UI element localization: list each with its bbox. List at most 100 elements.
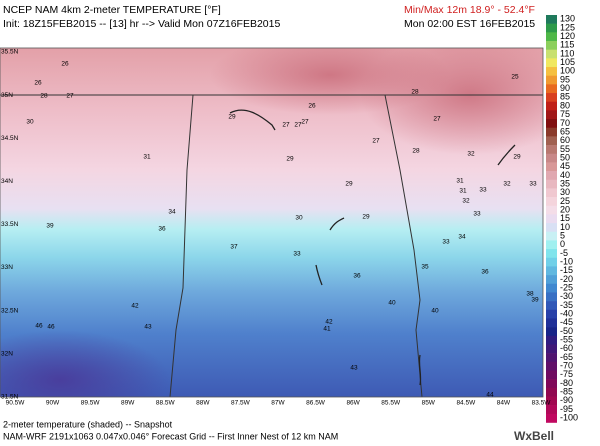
contour <box>418 354 422 386</box>
colorbar-swatch <box>546 67 557 76</box>
station-value: 34 <box>458 234 466 241</box>
colorbar-label: -70 <box>560 361 573 371</box>
station-value: 29 <box>286 156 294 163</box>
station-value: 27 <box>294 122 302 129</box>
lon-label: 85W <box>422 400 436 407</box>
colorbar-label: 105 <box>560 57 575 67</box>
station-value: 31 <box>459 188 467 195</box>
station-value: 31 <box>143 154 151 161</box>
lat-label: 31.5N <box>1 394 19 401</box>
colorbar-label: 70 <box>560 118 570 128</box>
lon-label: 83.5W <box>532 400 552 407</box>
station-value: 26 <box>34 80 42 87</box>
station-value: 32 <box>467 151 475 158</box>
station-value: 27 <box>301 119 309 126</box>
lat-label: 34.5N <box>1 135 19 142</box>
colorbar-label: 0 <box>560 239 565 249</box>
colorbar-label: 120 <box>560 31 575 41</box>
colorbar-label: 40 <box>560 170 570 180</box>
station-value: 33 <box>293 251 301 258</box>
colorbar-swatch <box>546 405 557 415</box>
lon-label: 89W <box>121 400 135 407</box>
footer-description: 2-meter temperature (shaded) -- Snapshot <box>3 419 173 429</box>
station-value: 38 <box>526 291 534 298</box>
station-value: 31 <box>456 178 464 185</box>
colorbar-swatch <box>546 93 557 102</box>
colorbar-label: 110 <box>560 48 574 58</box>
colorbar-label: -100 <box>560 413 578 423</box>
colorbar-swatch <box>546 153 557 163</box>
colorbar-swatch <box>546 379 557 389</box>
colorbar-swatch <box>546 327 557 337</box>
lon-label: 90.5W <box>6 400 26 407</box>
colorbar-swatch <box>546 58 557 68</box>
lon-label: 86W <box>346 400 360 407</box>
lon-label: 90W <box>46 400 60 407</box>
station-value: 32 <box>503 181 511 188</box>
station-value: 46 <box>35 323 43 330</box>
lon-label: 88.5W <box>156 400 176 407</box>
min-max: Min/Max 12m 18.9° - 52.4°F <box>404 4 535 16</box>
lon-label: 87.5W <box>231 400 251 407</box>
colorbar-swatch <box>546 292 557 302</box>
station-value: 42 <box>131 303 139 310</box>
station-value: 33 <box>473 211 481 218</box>
station-value: 35 <box>421 264 429 271</box>
station-value: 34 <box>168 209 176 216</box>
station-value: 27 <box>433 116 441 123</box>
colorbar-swatch <box>546 162 557 172</box>
station-value: 36 <box>158 226 166 233</box>
station-value: 40 <box>431 308 439 315</box>
colorbar-label: 20 <box>560 204 570 214</box>
station-value: 27 <box>66 93 74 100</box>
colorbar-label: -45 <box>560 317 573 327</box>
colorbar-label: 130 <box>560 14 575 24</box>
colorbar-label: 65 <box>560 126 570 136</box>
colorbar-label: 85 <box>560 92 570 102</box>
colorbar-label: 50 <box>560 152 570 162</box>
colorbar-label: 60 <box>560 135 570 145</box>
colorbar-swatch <box>546 171 557 181</box>
valid-time: Mon 02:00 EST 16FEB2015 <box>404 18 535 30</box>
lat-label: 33N <box>1 264 13 271</box>
colorbar-swatch <box>546 396 557 406</box>
colorbar-swatch <box>546 110 557 120</box>
station-value: 28 <box>40 93 48 100</box>
footer-grid: NAM-WRF 2191x1063 0.047x0.046° Forecast … <box>3 431 338 441</box>
station-value: 26 <box>61 61 69 68</box>
station-value: 29 <box>345 181 353 188</box>
colorbar-label: -20 <box>560 274 573 284</box>
colorbar-swatch <box>546 309 557 319</box>
warm-area <box>210 48 450 115</box>
contour <box>329 217 345 231</box>
station-value: 32 <box>462 198 470 205</box>
station-value: 25 <box>511 74 519 81</box>
colorbar-label: 75 <box>560 109 570 119</box>
colorbar-swatch <box>546 249 557 259</box>
title: NCEP NAM 4km 2-meter TEMPERATURE [°F] <box>3 4 221 16</box>
station-value: 27 <box>372 138 380 145</box>
colorbar-swatch <box>546 335 557 345</box>
colorbar-label: 95 <box>560 74 570 84</box>
colorbar-swatch <box>546 413 557 423</box>
colorbar-label: 15 <box>560 213 570 223</box>
colorbar-label: -75 <box>560 369 573 379</box>
map <box>0 48 543 397</box>
station-value: 28 <box>411 89 419 96</box>
colorbar-label: -95 <box>560 404 573 414</box>
colorbar-label: 5 <box>560 230 565 240</box>
station-value: 33 <box>442 239 450 246</box>
colorbar-swatch <box>546 344 557 354</box>
colorbar-label: -55 <box>560 335 573 345</box>
colorbar-label: 35 <box>560 178 570 188</box>
colorbar-label: -40 <box>560 308 573 318</box>
station-value: 26 <box>308 103 316 110</box>
station-value: 37 <box>230 244 238 251</box>
station-value: 44 <box>486 392 494 399</box>
colorbar-swatch <box>546 266 557 276</box>
lat-label: 32N <box>1 350 13 357</box>
state-border <box>169 94 194 397</box>
colorbar-label: -80 <box>560 378 573 388</box>
station-value: 30 <box>26 119 34 126</box>
